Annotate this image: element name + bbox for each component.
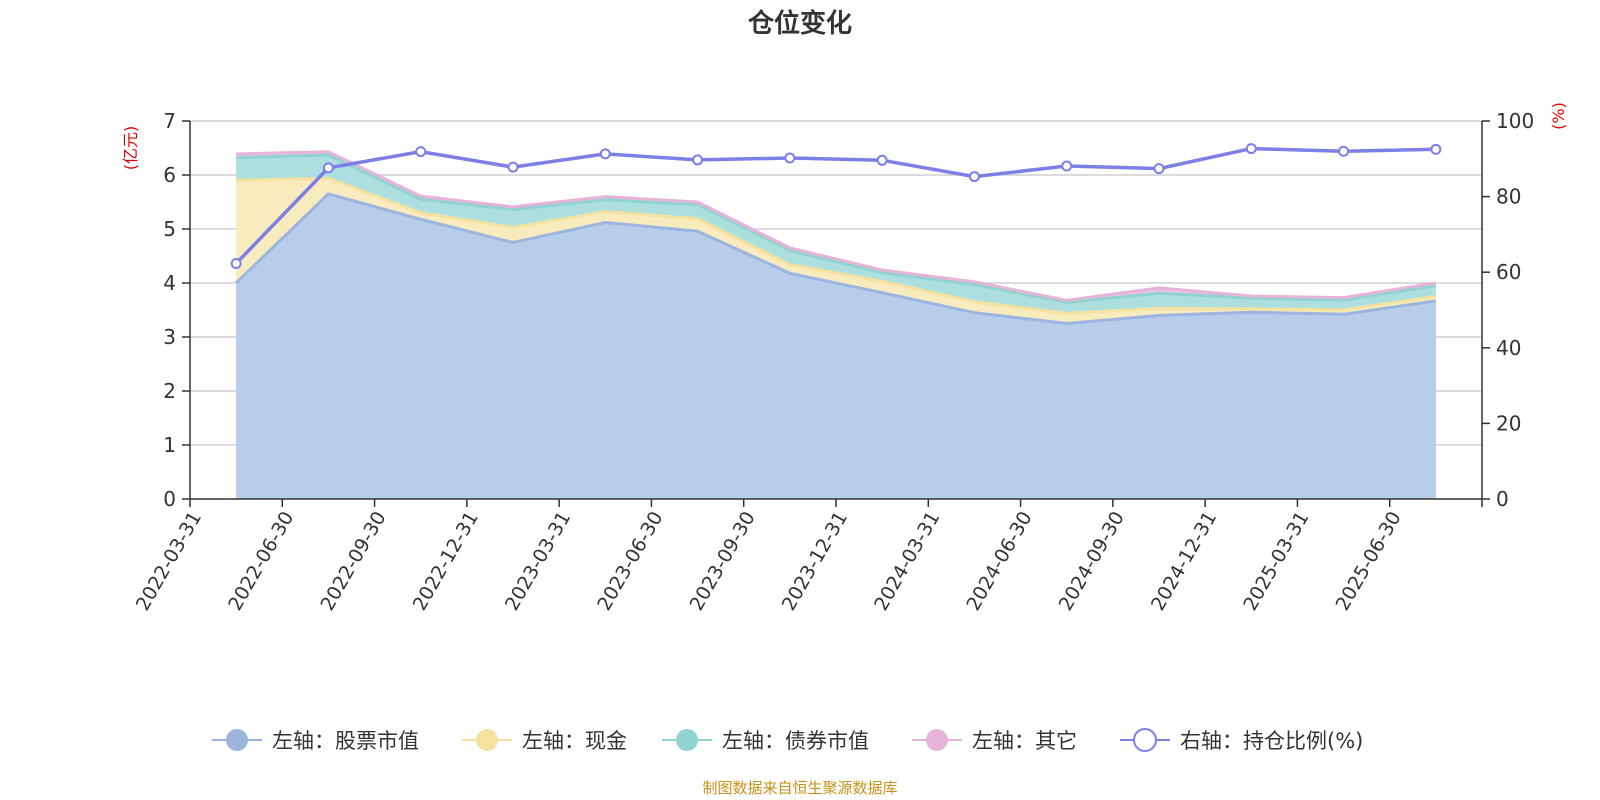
legend-label: 左轴：现金 <box>522 729 627 753</box>
x-tick-label: 2022-06-30 <box>224 508 298 615</box>
left-tick-label: 6 <box>163 163 176 187</box>
left-tick-label: 1 <box>163 433 176 457</box>
x-tick-label: 2024-09-30 <box>1055 508 1129 615</box>
legend-marker <box>926 729 948 751</box>
ratio-point <box>599 148 611 160</box>
left-tick-label: 0 <box>163 487 176 511</box>
ratio-point <box>1430 143 1442 155</box>
x-tick-label: 2025-03-31 <box>1239 508 1313 615</box>
ratio-point <box>692 154 704 166</box>
area-左轴：现金 <box>236 178 1436 324</box>
ratio-point <box>322 162 334 174</box>
legend-label: 左轴：其它 <box>972 729 1077 753</box>
x-tick-label: 2025-06-30 <box>1332 508 1406 615</box>
legend-marker <box>476 729 498 751</box>
area-edge-左轴：现金 <box>236 176 1437 315</box>
legend-item: 左轴：债券市值 <box>662 729 869 753</box>
area-edge-左轴：其它 <box>236 150 1437 302</box>
legend: 左轴：股票市值 左轴：现金 左轴：债券市值 左轴：其它 右轴：持仓比例(%) <box>212 728 1363 753</box>
legend-marker <box>1133 728 1157 752</box>
right-tick-label: 40 <box>1496 336 1521 360</box>
x-tick-label: 2023-09-30 <box>686 508 760 615</box>
stacked-areas <box>235 150 1437 499</box>
ratio-line <box>234 146 1436 265</box>
right-axis-unit: (%) <box>1549 102 1568 130</box>
x-tick-label: 2022-12-31 <box>409 508 483 615</box>
ratio-point <box>784 152 796 164</box>
x-tick-label: 2024-12-31 <box>1147 508 1221 615</box>
x-tick-label: 2023-12-31 <box>778 508 852 615</box>
ratio-point <box>968 171 980 183</box>
ratio-point <box>1338 145 1350 157</box>
legend-marker <box>676 729 698 751</box>
x-tick-label: 2022-03-31 <box>132 508 206 615</box>
ratio-point <box>1153 163 1165 175</box>
right-tick-label: 100 <box>1496 109 1534 133</box>
left-axis-unit: (亿元) <box>121 126 140 171</box>
left-tick-label: 3 <box>163 325 176 349</box>
ratio-point <box>1245 143 1257 155</box>
area-edge-左轴：债券市值 <box>236 153 1437 304</box>
left-tick-label: 2 <box>163 379 176 403</box>
legend-item: 左轴：其它 <box>912 729 1077 753</box>
legend-marker <box>226 729 248 751</box>
x-tick-label: 2022-09-30 <box>316 508 390 615</box>
right-tick-label: 60 <box>1496 260 1521 284</box>
chart-title: 仓位变化 <box>747 8 852 39</box>
x-tick-label: 2024-03-31 <box>870 508 944 615</box>
legend-label: 左轴：股票市值 <box>272 729 419 753</box>
area-左轴：债券市值 <box>236 155 1436 314</box>
area-edge-左轴：股票市值 <box>235 192 1437 326</box>
legend-item: 左轴：现金 <box>462 729 627 753</box>
legend-item: 左轴：股票市值 <box>212 729 419 753</box>
ratio-point <box>1061 160 1073 172</box>
ratio-point <box>876 154 888 166</box>
ratio-point <box>415 146 427 158</box>
area-左轴：股票市值 <box>236 193 1436 499</box>
left-tick-label: 4 <box>163 271 176 295</box>
source-note: 制图数据来自恒生聚源数据库 <box>702 779 897 797</box>
ratio-point <box>507 161 519 173</box>
left-tick-label: 5 <box>163 217 176 241</box>
right-tick-label: 80 <box>1496 185 1521 209</box>
legend-label: 左轴：债券市值 <box>722 729 869 753</box>
x-tick-label: 2024-06-30 <box>962 508 1036 615</box>
ratio-point <box>230 258 242 270</box>
legend-label: 右轴：持仓比例(%) <box>1180 729 1363 753</box>
right-tick-label: 20 <box>1496 411 1521 435</box>
left-tick-label: 7 <box>163 109 176 133</box>
x-tick-label: 2023-03-31 <box>501 508 575 615</box>
right-tick-label: 0 <box>1496 487 1509 511</box>
x-tick-label: 2023-06-30 <box>593 508 667 615</box>
legend-item: 右轴：持仓比例(%) <box>1120 728 1363 753</box>
holding-ratio-series <box>230 143 1442 270</box>
